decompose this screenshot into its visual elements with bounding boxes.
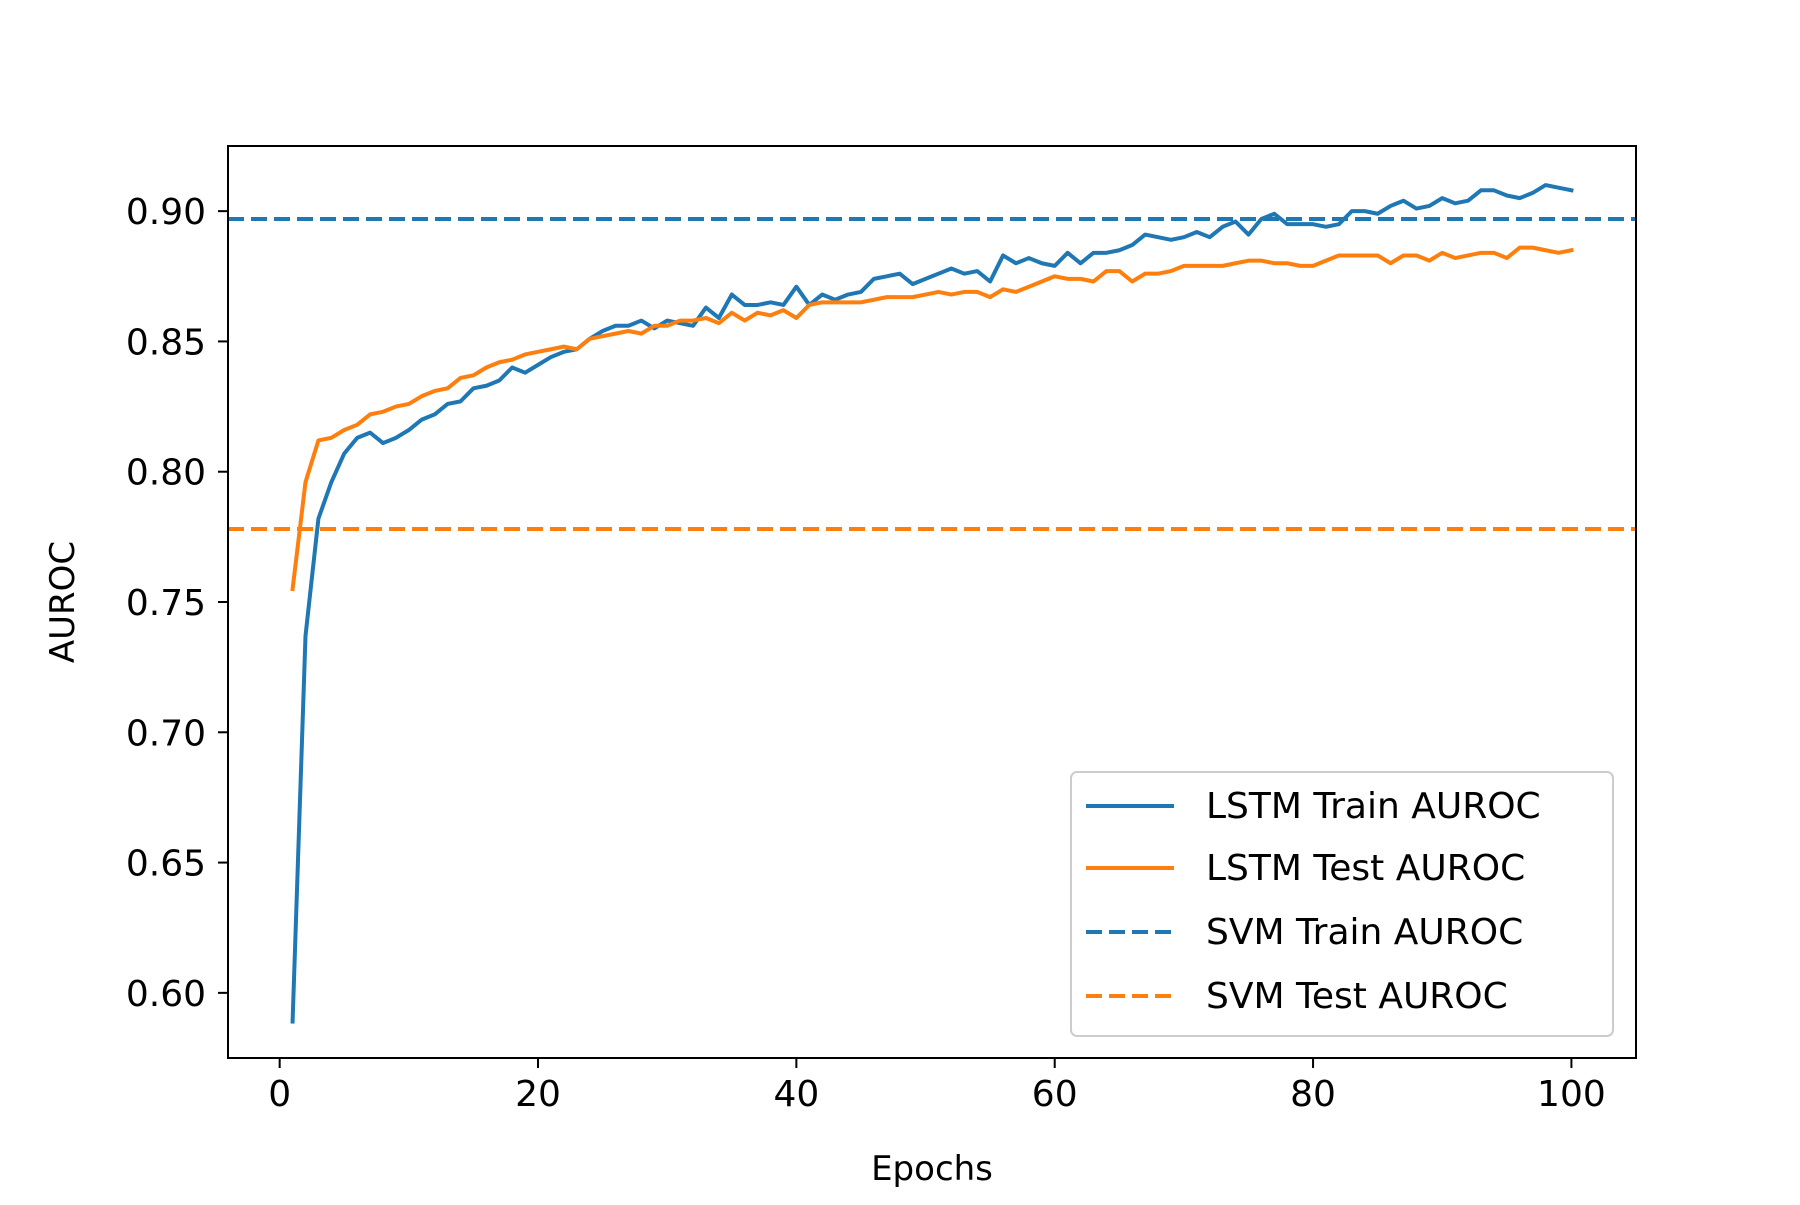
y-tick-label: 0.65: [126, 844, 206, 885]
legend-label-svm-test: SVM Test AUROC: [1206, 976, 1508, 1017]
lstm-test-line: [290, 245, 1574, 592]
y-tick-label: 0.60: [126, 974, 206, 1015]
x-tick-label: 20: [515, 1074, 561, 1115]
y-tick-label: 0.75: [126, 583, 206, 624]
x-tick-label: 100: [1537, 1074, 1606, 1115]
y-tick-label: 0.85: [126, 322, 206, 363]
x-axis-label: Epochs: [871, 1149, 993, 1189]
legend: LSTM Train AUROC LSTM Test AUROC SVM Tra…: [1070, 771, 1614, 1037]
lstm-train-line: [290, 183, 1574, 1024]
legend-label-lstm-train: LSTM Train AUROC: [1206, 786, 1541, 827]
y-tick-label: 0.90: [126, 192, 206, 233]
legend-box: [1070, 771, 1614, 1037]
x-tick-label: 80: [1290, 1074, 1336, 1115]
y-tick-label: 0.80: [126, 453, 206, 494]
series-layer: [228, 183, 1636, 1024]
y-tick-label: 0.70: [126, 713, 206, 754]
x-tick-label: 60: [1032, 1074, 1078, 1115]
legend-label-lstm-test: LSTM Test AUROC: [1206, 848, 1525, 889]
x-tick-label: 0: [268, 1074, 291, 1115]
x-tick-label: 40: [773, 1074, 819, 1115]
legend-label-svm-train: SVM Train AUROC: [1206, 912, 1523, 953]
y-axis-label: AUROC: [43, 541, 83, 663]
ticks-layer: 0 20 40 60 80 100 0.60 0.65 0.70 0.75 0.80 0.85 0.90: [126, 192, 1606, 1115]
